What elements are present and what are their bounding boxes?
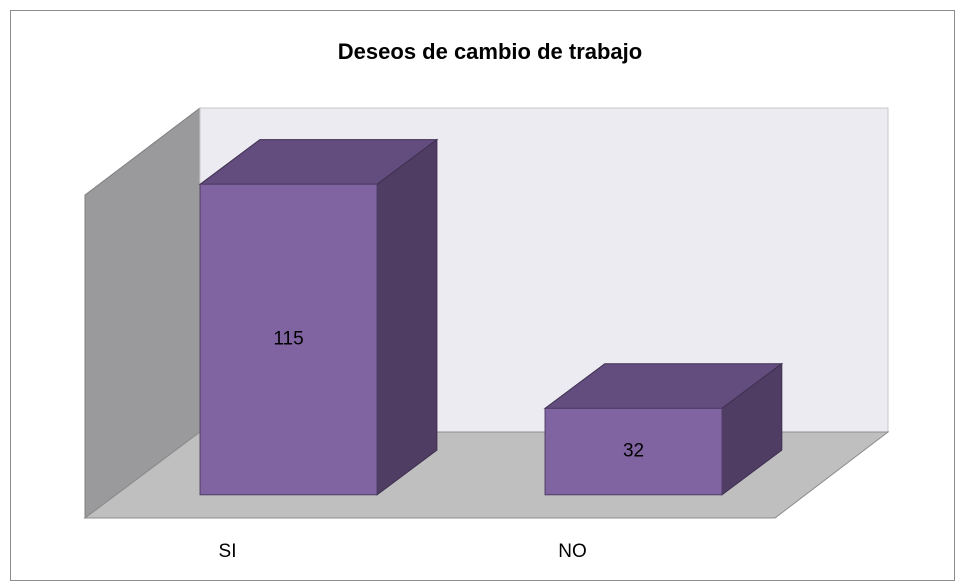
chart-title: Deseos de cambio de trabajo <box>338 39 642 64</box>
bar-side <box>376 138 438 496</box>
bar <box>544 407 723 496</box>
x-tick-label: SI <box>219 541 237 562</box>
value-label: 115 <box>273 329 303 350</box>
bar <box>199 183 378 496</box>
value-label: 32 <box>623 441 644 462</box>
x-tick-label: NO <box>558 541 587 562</box>
